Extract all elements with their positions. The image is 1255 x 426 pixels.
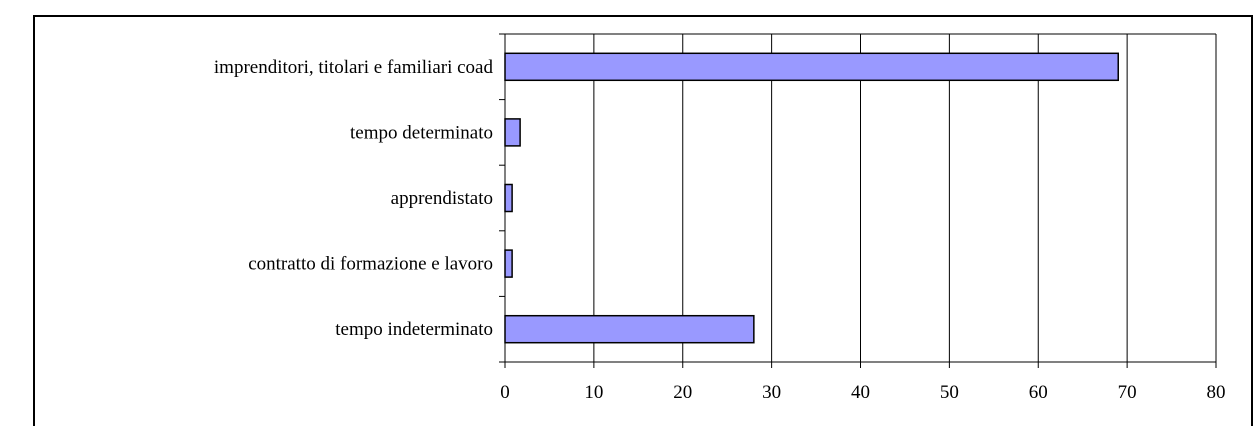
x-tick-label: 20 [673, 382, 692, 403]
bar [504, 249, 513, 278]
category-label: contratto di formazione e lavoro [248, 254, 493, 275]
bar [504, 314, 755, 344]
x-tick-label: 10 [584, 382, 603, 403]
x-tick-label: 0 [500, 382, 510, 403]
chart-frame [33, 15, 1253, 426]
bar [504, 52, 1119, 82]
x-tick-label: 70 [1118, 382, 1137, 403]
bar [504, 183, 513, 213]
x-tick-label: 30 [762, 382, 781, 403]
category-label: imprenditori, titolari e familiari coad [214, 57, 494, 78]
x-tick-label: 50 [940, 382, 959, 403]
bar [504, 118, 521, 147]
x-tick-label: 60 [1029, 382, 1048, 403]
category-label: tempo indeterminato [335, 319, 493, 340]
x-tick-label: 40 [851, 382, 870, 403]
x-tick-label: 80 [1207, 382, 1226, 403]
category-label: tempo determinato [350, 122, 493, 143]
category-label: apprendistato [391, 188, 493, 209]
